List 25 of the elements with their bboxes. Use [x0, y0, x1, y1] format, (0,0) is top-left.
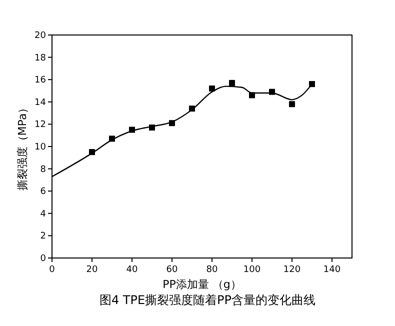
- y-tick-label: 12: [34, 120, 46, 130]
- y-tick-label: 16: [34, 76, 46, 86]
- y-tick-label: 14: [34, 98, 46, 108]
- y-tick-label: 8: [40, 164, 46, 175]
- point: [289, 101, 295, 108]
- y-tick-label: 20: [34, 31, 46, 41]
- x-tick-label: 20: [86, 265, 98, 275]
- point: [229, 80, 235, 86]
- x-tick-label: 120: [283, 265, 301, 275]
- point: [209, 86, 215, 92]
- y-tick-label: 6: [40, 187, 46, 198]
- y-tick-label: 18: [34, 53, 46, 64]
- x-tick-label: 100: [243, 265, 261, 275]
- y-axis-title: 撕裂强度（MPa）: [16, 102, 29, 191]
- y-tick-label: 0: [40, 254, 46, 264]
- x-tick-label: 60: [166, 265, 178, 275]
- x-axis-title: PP添加量 （g）: [162, 278, 242, 291]
- y-tick-label: 2: [40, 232, 46, 242]
- y-tick-label: 10: [34, 142, 46, 152]
- y-tick-label: 4: [40, 209, 46, 220]
- x-tick-label: 80: [206, 265, 218, 275]
- text: 图4 TPE撕裂强度随着PP含量的变化曲线: [99, 293, 316, 307]
- x-tick-label: 40: [126, 265, 138, 275]
- x-tick-label: 0: [49, 265, 56, 275]
- x-tick-label: 140: [323, 265, 341, 275]
